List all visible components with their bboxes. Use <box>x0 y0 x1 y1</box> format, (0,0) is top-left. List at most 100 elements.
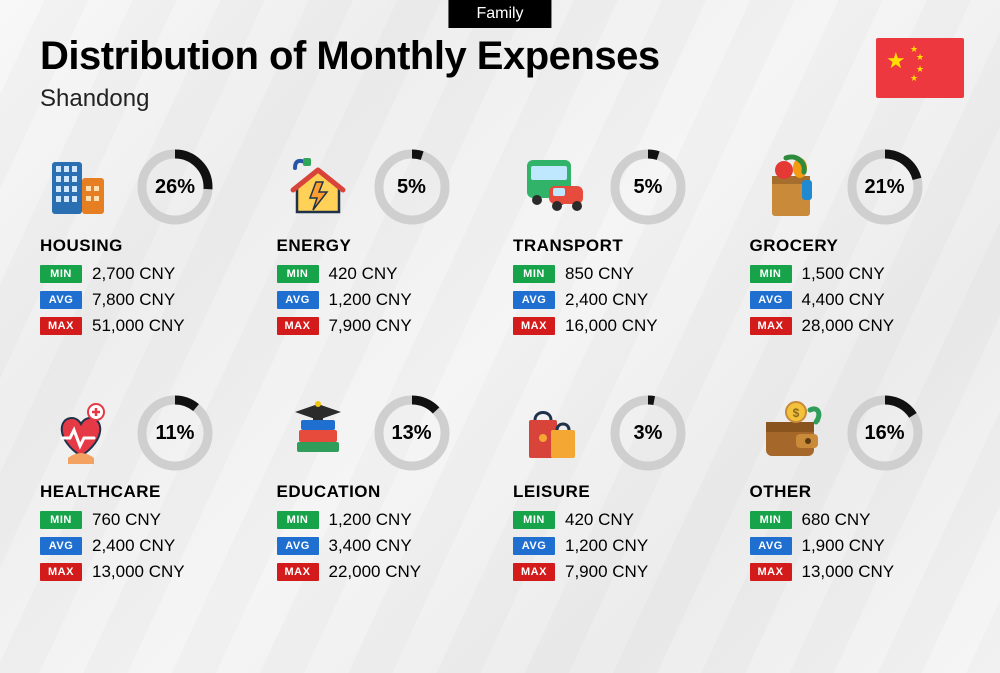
category-name: HOUSING <box>40 236 255 256</box>
category-card-healthcare: 11% HEALTHCARE MIN 760 CNY AVG 2,400 CNY… <box>40 394 255 582</box>
graduation-books-icon <box>277 394 359 472</box>
stat-min: MIN 760 CNY <box>40 510 255 530</box>
stat-avg: AVG 1,200 CNY <box>277 290 492 310</box>
avg-tag: AVG <box>750 291 792 309</box>
stat-avg: AVG 1,900 CNY <box>750 536 965 556</box>
category-card-education: 13% EDUCATION MIN 1,200 CNY AVG 3,400 CN… <box>277 394 492 582</box>
wallet-icon: $ <box>750 394 832 472</box>
max-value: 13,000 CNY <box>92 562 185 582</box>
category-card-energy: 5% ENERGY MIN 420 CNY AVG 1,200 CNY MAX … <box>277 148 492 336</box>
grocery-bag-icon <box>750 148 832 226</box>
category-name: EDUCATION <box>277 482 492 502</box>
pct-label: 11% <box>136 394 214 472</box>
header: Distribution of Monthly Expenses Shandon… <box>40 34 660 113</box>
stat-max: MAX 16,000 CNY <box>513 316 728 336</box>
top-badge: Family <box>448 0 551 28</box>
min-tag: MIN <box>750 265 792 283</box>
bus-car-icon <box>513 148 595 226</box>
min-value: 1,500 CNY <box>802 264 885 284</box>
avg-value: 4,400 CNY <box>802 290 885 310</box>
stat-avg: AVG 4,400 CNY <box>750 290 965 310</box>
min-value: 420 CNY <box>565 510 634 530</box>
stat-max: MAX 28,000 CNY <box>750 316 965 336</box>
max-value: 13,000 CNY <box>802 562 895 582</box>
stat-avg: AVG 7,800 CNY <box>40 290 255 310</box>
min-value: 1,200 CNY <box>329 510 412 530</box>
avg-tag: AVG <box>750 537 792 555</box>
max-tag: MAX <box>750 563 792 581</box>
avg-value: 2,400 CNY <box>92 536 175 556</box>
category-name: LEISURE <box>513 482 728 502</box>
category-card-housing: 26% HOUSING MIN 2,700 CNY AVG 7,800 CNY … <box>40 148 255 336</box>
svg-text:$: $ <box>792 406 799 420</box>
max-tag: MAX <box>40 317 82 335</box>
min-tag: MIN <box>40 265 82 283</box>
heart-care-icon <box>40 394 122 472</box>
min-tag: MIN <box>277 265 319 283</box>
house-energy-icon <box>277 148 359 226</box>
category-name: ENERGY <box>277 236 492 256</box>
stat-min: MIN 420 CNY <box>513 510 728 530</box>
pct-donut-energy: 5% <box>373 148 451 226</box>
page-subtitle: Shandong <box>40 85 660 113</box>
max-value: 7,900 CNY <box>565 562 648 582</box>
stat-avg: AVG 2,400 CNY <box>513 290 728 310</box>
min-tag: MIN <box>277 511 319 529</box>
china-flag-icon: ★ ★ ★ ★ ★ <box>876 38 964 98</box>
stat-max: MAX 22,000 CNY <box>277 562 492 582</box>
avg-value: 7,800 CNY <box>92 290 175 310</box>
max-tag: MAX <box>750 317 792 335</box>
pct-label: 26% <box>136 148 214 226</box>
stat-min: MIN 420 CNY <box>277 264 492 284</box>
category-card-grocery: 21% GROCERY MIN 1,500 CNY AVG 4,400 CNY … <box>750 148 965 336</box>
stat-min: MIN 850 CNY <box>513 264 728 284</box>
category-card-transport: 5% TRANSPORT MIN 850 CNY AVG 2,400 CNY M… <box>513 148 728 336</box>
pct-donut-transport: 5% <box>609 148 687 226</box>
min-tag: MIN <box>40 511 82 529</box>
category-card-other: $ 16% OTHER MIN 680 CNY AVG 1,900 CNY <box>750 394 965 582</box>
max-value: 28,000 CNY <box>802 316 895 336</box>
pct-label: 3% <box>609 394 687 472</box>
stat-max: MAX 51,000 CNY <box>40 316 255 336</box>
stat-min: MIN 1,200 CNY <box>277 510 492 530</box>
avg-tag: AVG <box>277 537 319 555</box>
avg-tag: AVG <box>40 537 82 555</box>
max-value: 16,000 CNY <box>565 316 658 336</box>
category-grid: 26% HOUSING MIN 2,700 CNY AVG 7,800 CNY … <box>40 148 964 582</box>
shopping-bags-icon <box>513 394 595 472</box>
max-value: 22,000 CNY <box>329 562 422 582</box>
avg-value: 1,900 CNY <box>802 536 885 556</box>
category-card-leisure: 3% LEISURE MIN 420 CNY AVG 1,200 CNY MAX… <box>513 394 728 582</box>
avg-value: 2,400 CNY <box>565 290 648 310</box>
pct-donut-education: 13% <box>373 394 451 472</box>
min-tag: MIN <box>513 511 555 529</box>
avg-value: 3,400 CNY <box>329 536 412 556</box>
stat-avg: AVG 1,200 CNY <box>513 536 728 556</box>
min-value: 760 CNY <box>92 510 161 530</box>
min-tag: MIN <box>513 265 555 283</box>
avg-tag: AVG <box>40 291 82 309</box>
avg-value: 1,200 CNY <box>565 536 648 556</box>
pct-donut-other: 16% <box>846 394 924 472</box>
stat-min: MIN 1,500 CNY <box>750 264 965 284</box>
avg-tag: AVG <box>513 537 555 555</box>
buildings-icon <box>40 148 122 226</box>
min-value: 2,700 CNY <box>92 264 175 284</box>
pct-label: 5% <box>373 148 451 226</box>
stat-avg: AVG 3,400 CNY <box>277 536 492 556</box>
max-tag: MAX <box>513 563 555 581</box>
pct-label: 5% <box>609 148 687 226</box>
pct-label: 21% <box>846 148 924 226</box>
avg-tag: AVG <box>277 291 319 309</box>
stat-avg: AVG 2,400 CNY <box>40 536 255 556</box>
category-name: TRANSPORT <box>513 236 728 256</box>
max-value: 7,900 CNY <box>329 316 412 336</box>
min-value: 420 CNY <box>329 264 398 284</box>
pct-label: 13% <box>373 394 451 472</box>
min-value: 850 CNY <box>565 264 634 284</box>
pct-donut-leisure: 3% <box>609 394 687 472</box>
category-name: HEALTHCARE <box>40 482 255 502</box>
max-tag: MAX <box>40 563 82 581</box>
pct-donut-healthcare: 11% <box>136 394 214 472</box>
max-tag: MAX <box>277 563 319 581</box>
